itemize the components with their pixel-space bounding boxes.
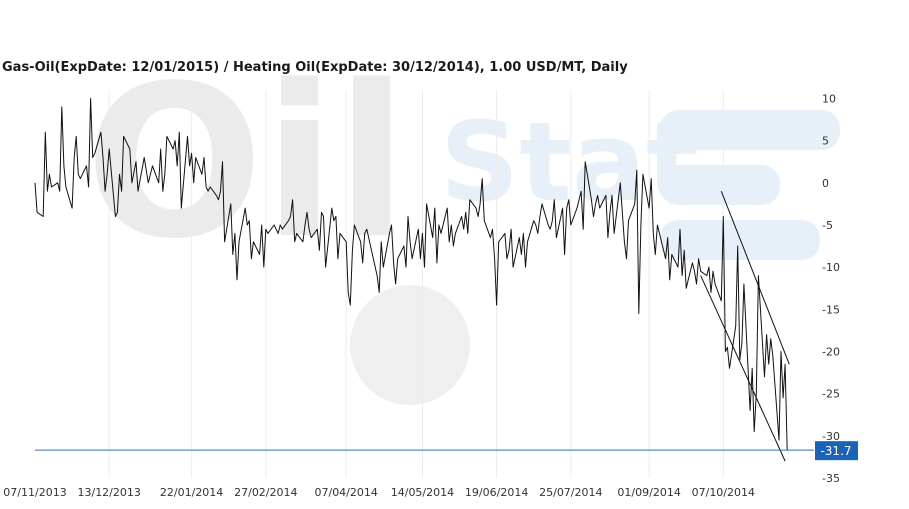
y-axis: 10 5 0 -5 -10 -15 -20 -25 -30 -35 [822, 92, 840, 485]
y-tick-label: -30 [822, 430, 840, 443]
x-tick-label: 14/05/2014 [391, 486, 454, 499]
y-tick-label: -25 [822, 388, 840, 401]
trend-channel [700, 191, 790, 462]
watermark-bar-icon [660, 110, 840, 150]
series-group [34, 97, 788, 451]
watermark-bar-icon [660, 165, 780, 205]
x-tick-label: 07/10/2014 [692, 486, 755, 499]
y-tick-label: 5 [822, 135, 829, 148]
current-value-marker: -31.7 [35, 441, 858, 461]
y-tick-label: -5 [822, 219, 833, 232]
x-tick-label: 07/11/2013 [3, 486, 66, 499]
y-tick-label: -15 [822, 303, 840, 316]
trend-line [720, 191, 790, 365]
x-tick-label: 13/12/2013 [77, 486, 140, 499]
current-value-label: -31.7 [820, 444, 851, 458]
current-value-badge [815, 441, 858, 461]
y-tick-label: 0 [822, 177, 829, 190]
x-axis: 07/11/2013 13/12/2013 22/01/2014 27/02/2014… [3, 486, 755, 499]
gridlines [108, 90, 724, 478]
watermark-drop-icon [350, 285, 470, 405]
y-tick-label: -20 [822, 345, 840, 358]
series-line [34, 97, 788, 451]
chart-title: Gas-Oil(ExpDate: 12/01/2015) / Heating O… [2, 60, 628, 75]
y-tick-label: -10 [822, 261, 840, 274]
trend-line [700, 275, 786, 462]
y-tick-label: -35 [822, 472, 840, 485]
x-tick-label: 07/04/2014 [314, 486, 377, 499]
x-tick-label: 27/02/2014 [234, 486, 297, 499]
watermark-oil-text: Oil [85, 40, 408, 285]
x-tick-label: 25/07/2014 [539, 486, 602, 499]
x-tick-label: 01/09/2014 [617, 486, 680, 499]
y-tick-label: 10 [822, 92, 836, 105]
x-tick-label: 22/01/2014 [160, 486, 223, 499]
x-tick-label: 19/06/2014 [465, 486, 528, 499]
